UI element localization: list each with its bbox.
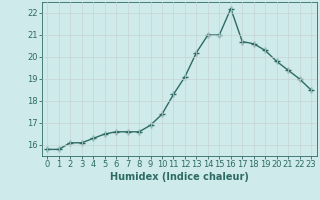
X-axis label: Humidex (Indice chaleur): Humidex (Indice chaleur) (110, 172, 249, 182)
